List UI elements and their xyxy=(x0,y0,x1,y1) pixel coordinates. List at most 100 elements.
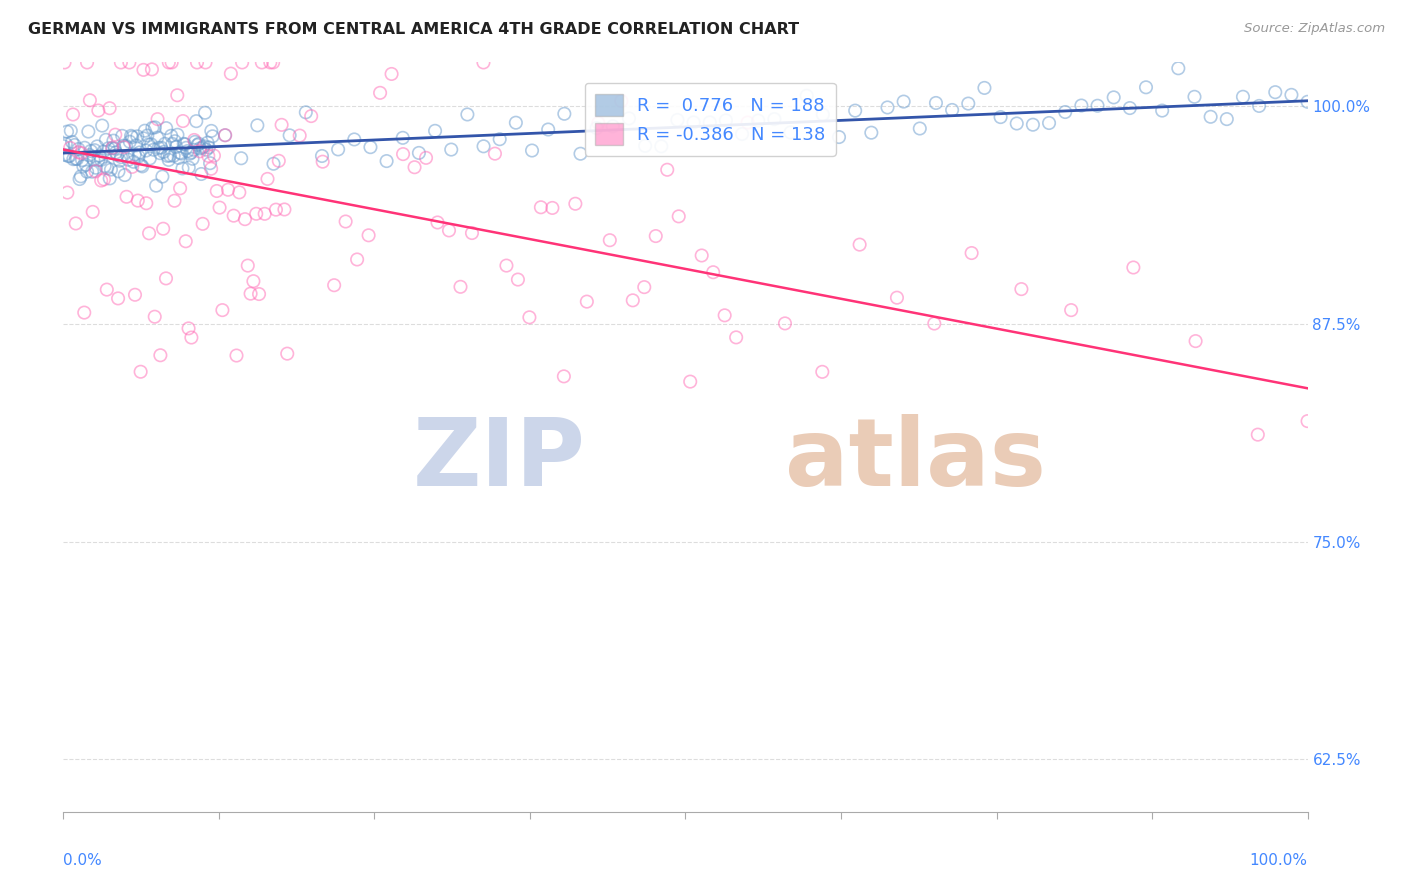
Point xyxy=(1216,112,1239,127)
Point xyxy=(1247,427,1270,442)
Point xyxy=(1022,118,1045,132)
Point xyxy=(115,139,138,153)
Point xyxy=(53,148,76,162)
Point xyxy=(960,246,983,260)
Point xyxy=(132,62,155,77)
Point xyxy=(779,125,801,139)
Point xyxy=(617,112,640,126)
Point xyxy=(368,86,391,100)
Point xyxy=(311,154,333,169)
Point xyxy=(143,310,166,324)
Point xyxy=(96,283,118,297)
Point xyxy=(247,287,270,301)
Point xyxy=(131,160,153,174)
Point xyxy=(1184,334,1206,348)
Point xyxy=(925,95,948,110)
Point xyxy=(193,139,215,153)
Point xyxy=(66,152,89,166)
Point xyxy=(75,158,97,172)
Point xyxy=(114,168,136,182)
Point xyxy=(82,164,104,178)
Legend: R =  0.776   N = 188, R = -0.386   N = 138: R = 0.776 N = 188, R = -0.386 N = 138 xyxy=(585,83,837,155)
Point xyxy=(270,118,292,132)
Point xyxy=(602,120,624,134)
Point xyxy=(127,194,149,208)
Point xyxy=(59,124,82,138)
Text: ZIP: ZIP xyxy=(413,414,586,506)
Point xyxy=(166,88,188,103)
Point xyxy=(585,121,607,136)
Point xyxy=(179,146,201,161)
Point xyxy=(222,209,245,223)
Point xyxy=(135,144,157,158)
Point xyxy=(141,120,163,135)
Point xyxy=(183,133,205,147)
Point xyxy=(219,67,242,81)
Point xyxy=(1122,260,1144,275)
Point xyxy=(76,55,98,70)
Point xyxy=(242,274,264,288)
Point xyxy=(157,55,180,70)
Point xyxy=(188,145,211,159)
Point xyxy=(65,217,87,231)
Point xyxy=(72,159,94,173)
Point xyxy=(650,139,672,153)
Point xyxy=(128,150,150,164)
Point xyxy=(53,55,76,70)
Point xyxy=(194,55,217,70)
Point xyxy=(1010,282,1032,296)
Point xyxy=(1296,414,1319,428)
Point xyxy=(166,128,188,142)
Point xyxy=(79,148,101,162)
Point xyxy=(163,149,186,163)
Point xyxy=(90,173,112,187)
Point xyxy=(180,145,202,160)
Point xyxy=(426,215,449,229)
Point xyxy=(541,201,564,215)
Point xyxy=(404,160,426,174)
Point xyxy=(1070,98,1092,112)
Point xyxy=(200,161,222,176)
Point xyxy=(375,154,398,169)
Point xyxy=(957,96,980,111)
Point xyxy=(58,149,80,163)
Point xyxy=(273,202,295,217)
Point xyxy=(408,145,430,160)
Point xyxy=(97,141,120,155)
Point xyxy=(84,164,107,178)
Point xyxy=(893,95,915,109)
Point xyxy=(87,103,110,118)
Point xyxy=(231,55,253,70)
Point xyxy=(163,194,186,208)
Point xyxy=(391,131,413,145)
Point xyxy=(191,140,214,154)
Point xyxy=(58,149,80,163)
Point xyxy=(184,135,207,149)
Point xyxy=(120,128,142,143)
Point xyxy=(142,143,165,157)
Point xyxy=(169,145,191,160)
Point xyxy=(668,210,690,224)
Point xyxy=(100,162,122,177)
Point xyxy=(70,146,93,161)
Point xyxy=(505,116,527,130)
Point xyxy=(110,55,132,70)
Point xyxy=(174,234,197,248)
Point xyxy=(197,149,219,163)
Text: 100.0%: 100.0% xyxy=(1250,853,1308,868)
Point xyxy=(747,113,769,128)
Point xyxy=(187,136,209,151)
Point xyxy=(104,145,127,160)
Point xyxy=(278,128,301,143)
Point xyxy=(60,135,83,149)
Point xyxy=(101,141,124,155)
Point xyxy=(172,114,194,128)
Point xyxy=(138,137,160,152)
Point xyxy=(634,139,657,153)
Point xyxy=(176,144,198,158)
Point xyxy=(174,141,197,155)
Point xyxy=(472,55,495,70)
Point xyxy=(259,55,281,70)
Point xyxy=(295,105,318,120)
Text: 0.0%: 0.0% xyxy=(63,853,103,868)
